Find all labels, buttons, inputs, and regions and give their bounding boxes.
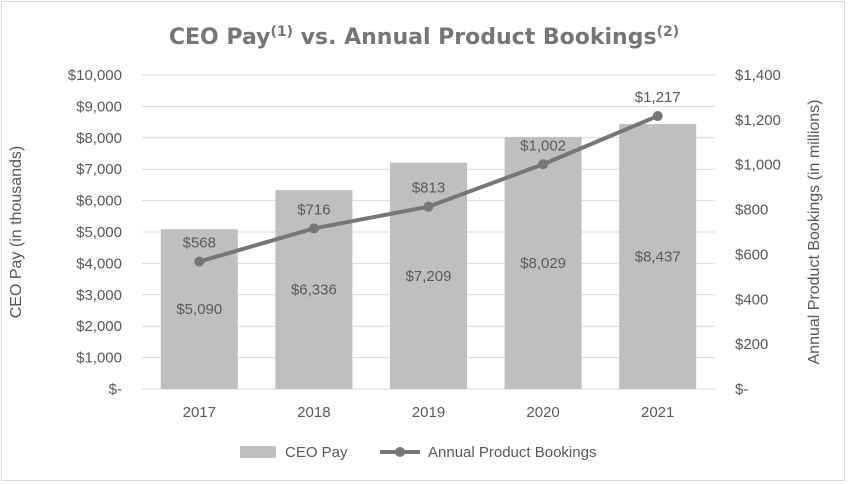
right-axis-ticks: $- $200 $400 $600 $800 $1,000 $1,200 $1,400 (735, 67, 781, 398)
bar-labels: $5,090 $6,336 $7,209 $8,029 $8,437 (176, 249, 680, 319)
right-tick-label: $400 (735, 291, 768, 308)
bars (160, 124, 697, 390)
line-labels: $568 $716 $813 $1,002 $1,217 (183, 89, 681, 252)
line-series (194, 111, 663, 267)
right-tick-label: $1,400 (735, 67, 781, 84)
bar-ceo-pay (504, 136, 582, 389)
legend-swatch-ceo-pay (240, 446, 276, 458)
left-axis-ticks: $- $1,000 $2,000 $3,000 $4,000 $5,000 $6,000 $7… (68, 67, 122, 398)
bar-data-label: $8,437 (635, 249, 681, 266)
line-data-label: $716 (297, 201, 330, 218)
left-tick-label: $2,000 (76, 318, 122, 335)
right-tick-label: $800 (735, 202, 768, 219)
right-tick-label: $200 (735, 336, 768, 353)
bar-data-label: $8,029 (520, 255, 566, 272)
line-data-label: $813 (412, 180, 445, 197)
left-tick-label: $7,000 (76, 161, 122, 178)
bar-ceo-pay (619, 124, 697, 390)
right-tick-label: $1,200 (735, 112, 781, 129)
bar-data-label: $7,209 (406, 268, 452, 285)
line-point-bookings (652, 111, 663, 122)
title-superscript-2: (2) (657, 24, 680, 40)
right-tick-label: $- (735, 381, 748, 398)
line-data-label: $1,217 (635, 89, 681, 106)
line-point-bookings (308, 223, 319, 234)
left-tick-label: $1,000 (76, 350, 122, 367)
legend: CEO Pay Annual Product Bookings (240, 444, 596, 461)
left-tick-label: $4,000 (76, 255, 122, 272)
left-tick-label: $- (109, 381, 122, 398)
left-tick-label: $6,000 (76, 193, 122, 210)
title-main: CEO Pay (169, 25, 271, 50)
legend-label-ceo-pay: CEO Pay (285, 444, 348, 461)
x-tick-label: 2020 (526, 404, 559, 421)
bar-ceo-pay (390, 162, 467, 389)
legend-label-bookings: Annual Product Bookings (428, 444, 596, 461)
left-axis-title: CEO Pay (in thousands) (8, 146, 25, 319)
right-tick-label: $600 (735, 246, 768, 263)
right-tick-label: $1,000 (735, 157, 781, 174)
line-data-label: $568 (183, 235, 216, 252)
bar-data-label: $5,090 (176, 301, 222, 318)
x-tick-label: 2018 (297, 404, 330, 421)
left-tick-label: $3,000 (76, 287, 122, 304)
right-axis-title: Annual Product Bookings (in millions) (806, 99, 823, 364)
legend-swatch-bookings-marker (395, 447, 405, 457)
chart-title: CEO Pay(1) vs. Annual Product Bookings(2… (169, 24, 679, 50)
left-tick-label: $9,000 (76, 98, 122, 115)
line-data-label: $1,002 (520, 137, 566, 154)
bar-data-label: $6,336 (291, 282, 337, 299)
line-point-bookings (423, 201, 434, 212)
x-tick-label: 2017 (183, 404, 216, 421)
title-middle: vs. Annual Product Bookings (293, 25, 657, 50)
x-tick-label: 2021 (641, 404, 674, 421)
line-point-bookings (194, 256, 205, 267)
left-tick-label: $8,000 (76, 130, 122, 147)
left-tick-label: $5,000 (76, 224, 122, 241)
x-axis-ticks: 2017 2018 2019 2020 2021 (183, 404, 675, 421)
title-superscript-1: (1) (270, 24, 293, 40)
line-point-bookings (538, 159, 549, 170)
x-tick-label: 2019 (412, 404, 445, 421)
left-tick-label: $10,000 (68, 67, 122, 84)
